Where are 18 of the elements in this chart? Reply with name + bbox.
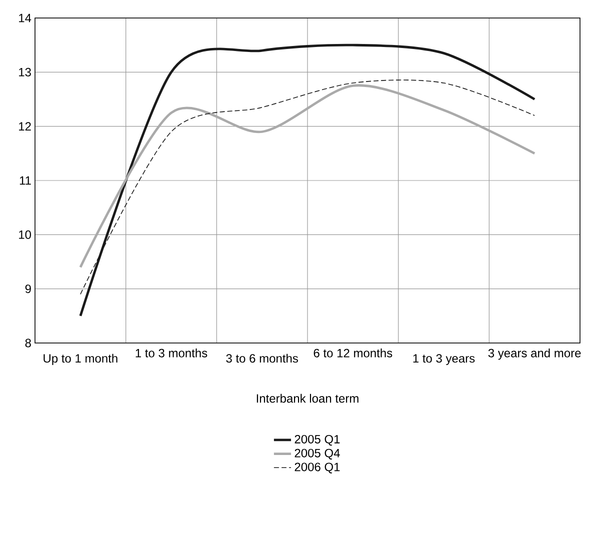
x-tick-label: 3 years and more bbox=[488, 348, 581, 360]
x-axis-title: Interbank loan term bbox=[256, 394, 358, 403]
legend-label: 2006 Q1 bbox=[294, 462, 340, 474]
x-tick-label: Up to 1 month bbox=[44, 354, 118, 366]
line-series bbox=[79, 44, 536, 318]
legend-label: 2005 Q1 bbox=[294, 434, 340, 446]
x-tick-label: 6 to 12 months bbox=[314, 348, 392, 358]
x-tick-label: 3 to 6 months bbox=[226, 354, 298, 363]
y-tick-label: 11 bbox=[20, 176, 31, 185]
y-tick-label: 12 bbox=[19, 122, 31, 131]
y-tick-label: 13 bbox=[19, 68, 31, 76]
y-tick-label: 9 bbox=[25, 284, 31, 294]
y-tick-label: 8 bbox=[25, 338, 31, 348]
y-tick-label: 14 bbox=[19, 14, 32, 22]
legend-label: 2005 Q4 bbox=[294, 448, 340, 460]
y-tick-label: 10 bbox=[19, 230, 32, 239]
x-tick-label: 1 to 3 months bbox=[136, 348, 208, 358]
x-tick-label: 1 to 3 years bbox=[413, 354, 475, 366]
